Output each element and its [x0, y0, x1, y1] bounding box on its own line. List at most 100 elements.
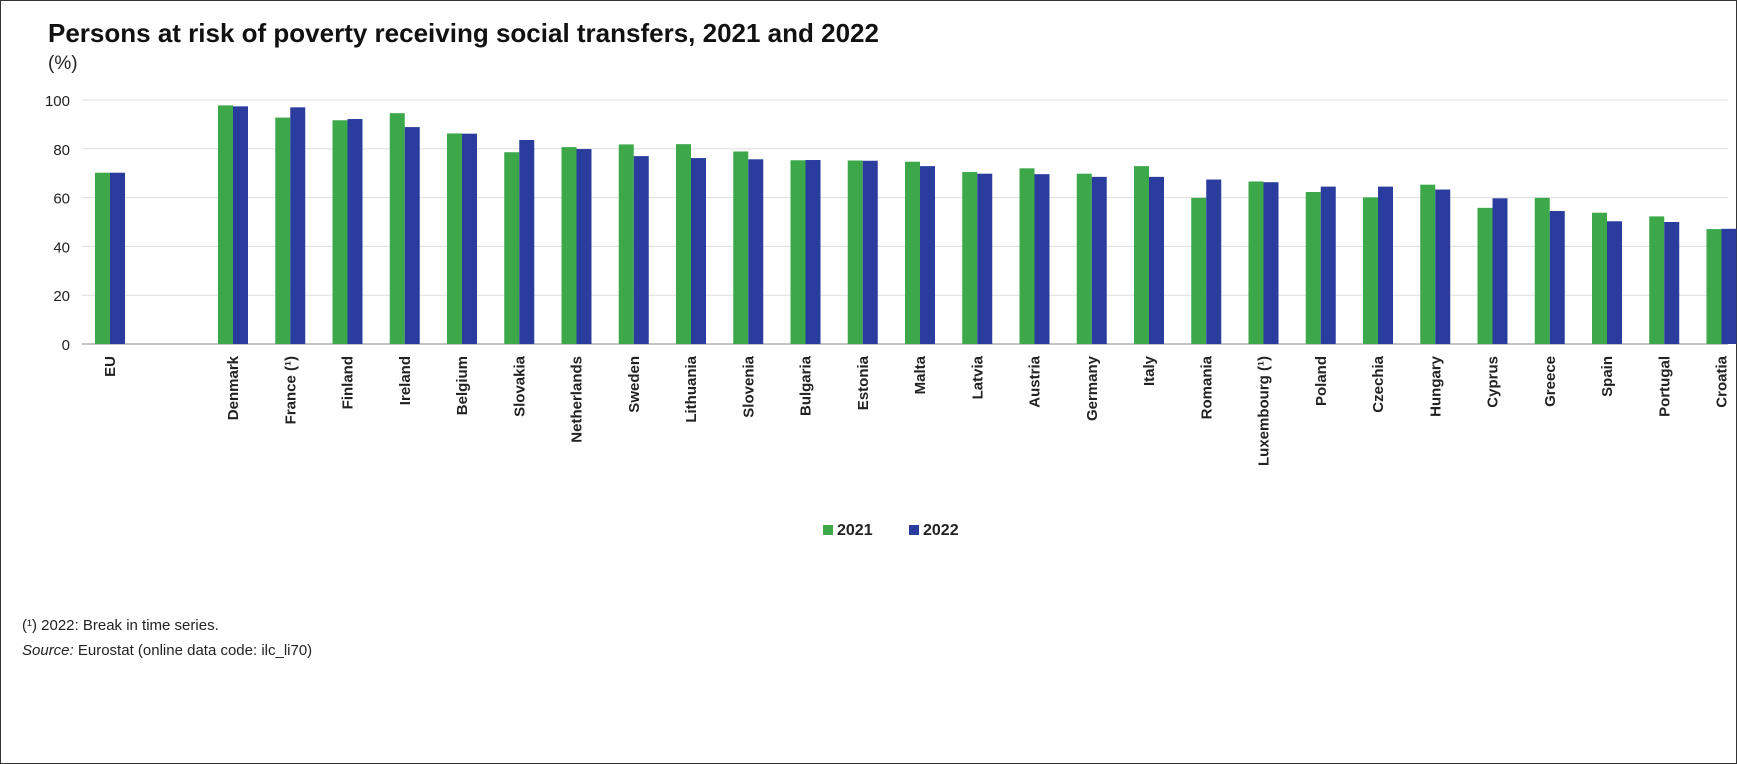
- bar-2022: [805, 160, 821, 344]
- bar-2022: [977, 173, 993, 344]
- bar-chart: 0 20 40 60 80 100 EU Denmark France (¹) Finland Ir…: [45, 93, 1737, 539]
- bar-2021: [733, 151, 749, 344]
- bar-2021: [847, 160, 863, 344]
- x-tick-label: Belgium: [454, 356, 471, 415]
- x-tick-label: Bulgaria: [798, 355, 815, 416]
- bar-2021: [389, 113, 405, 345]
- bar-2021: [905, 161, 920, 344]
- bar-2021: [504, 152, 520, 344]
- bar-2022: [1320, 186, 1336, 344]
- source-note: Source: Eurostat (online data code: ilc_…: [22, 642, 312, 659]
- bar-2022: [1149, 176, 1164, 344]
- bar-2021: [618, 144, 634, 344]
- source-label: Source:: [22, 642, 74, 659]
- x-tick-label: Malta: [912, 355, 929, 394]
- x-tick-label: Ireland: [397, 356, 414, 405]
- bar-2021: [275, 117, 291, 345]
- bar-2022: [347, 119, 363, 344]
- bar-2021: [1134, 166, 1149, 344]
- bar-2022: [1607, 221, 1622, 344]
- bar-2021: [1019, 168, 1035, 344]
- y-tick-label: 60: [53, 191, 70, 208]
- bar-2021: [1305, 191, 1321, 344]
- legend-label-2021: 2021: [837, 522, 873, 539]
- x-tick-label: Germany: [1084, 355, 1101, 421]
- bar-2021: [1420, 184, 1436, 344]
- bar-2022: [862, 160, 878, 344]
- bar-2022: [233, 106, 248, 345]
- x-tick-label: Estonia: [855, 355, 872, 410]
- bar-2021: [1534, 197, 1550, 344]
- bar-2022: [1378, 186, 1393, 344]
- bar-2021: [676, 144, 691, 344]
- x-tick-label: Austria: [1027, 355, 1044, 407]
- chart-title: Persons at risk of poverty receiving soc…: [48, 18, 879, 48]
- bar-2021: [1477, 207, 1493, 344]
- bar-2022: [576, 149, 592, 344]
- x-tick-label: Hungary: [1427, 355, 1444, 417]
- y-tick-label: 20: [53, 288, 70, 305]
- x-tick-label: Sweden: [626, 356, 643, 413]
- x-tick-label: Poland: [1313, 356, 1330, 406]
- bar-2021: [1706, 229, 1722, 344]
- x-tick-label: Lithuania: [683, 355, 700, 422]
- y-tick-label: 80: [53, 142, 70, 159]
- legend-swatch-2022: [909, 525, 919, 535]
- footnote: (¹) 2022: Break in time series.: [22, 617, 219, 634]
- bar-2022: [691, 158, 706, 344]
- bar-2022: [633, 156, 649, 344]
- x-tick-label: Romania: [1198, 355, 1215, 419]
- bar-2022: [1034, 174, 1050, 344]
- bar-2021: [1649, 216, 1665, 344]
- bar-2021: [1592, 212, 1607, 344]
- bar-2022: [1549, 211, 1565, 344]
- legend-swatch-2021: [823, 525, 833, 535]
- x-tick-label: Luxembourg (¹): [1256, 356, 1273, 466]
- x-tick-label: Slovenia: [740, 355, 757, 417]
- x-tick-label: Czechia: [1370, 355, 1387, 412]
- bar-2021: [1363, 197, 1378, 344]
- source-text: Eurostat (online data code: ilc_li70): [73, 642, 313, 659]
- x-tick-label: Finland: [340, 356, 357, 409]
- x-tick-label: EU: [102, 356, 119, 377]
- bar-2021: [561, 147, 577, 344]
- x-tick-label: Latvia: [969, 355, 986, 399]
- legend-label-2022: 2022: [923, 522, 959, 539]
- x-tick-label: Portugal: [1656, 356, 1673, 417]
- bar-2021: [790, 160, 806, 344]
- bar-2022: [1721, 228, 1737, 344]
- bar-2022: [290, 107, 306, 344]
- x-tick-label: Italy: [1141, 355, 1158, 386]
- y-tick-label: 100: [45, 93, 70, 110]
- bar-2022: [1492, 198, 1508, 344]
- x-tick-label: Greece: [1542, 356, 1559, 407]
- x-tick-label: France (¹): [282, 356, 299, 424]
- unit-label: (%): [48, 53, 78, 74]
- y-tick-label: 40: [53, 239, 70, 256]
- bar-2022: [1206, 179, 1222, 344]
- x-tick-label: Croatia: [1714, 355, 1731, 407]
- x-tick-label: Denmark: [225, 355, 242, 420]
- bar-2022: [1664, 222, 1680, 344]
- bar-2022: [1435, 189, 1451, 344]
- x-tick-label: Slovakia: [511, 355, 528, 417]
- x-tick-label: Spain: [1599, 356, 1616, 397]
- bar-2021: [447, 133, 462, 344]
- bar-2022: [1263, 182, 1279, 344]
- bar-2022: [748, 159, 764, 344]
- bar-2022: [462, 133, 477, 344]
- bar-2022: [404, 127, 420, 344]
- bar-2022: [110, 172, 125, 344]
- bar-2021: [95, 172, 110, 344]
- bar-2021: [962, 171, 978, 344]
- x-tick-label: Netherlands: [569, 356, 586, 443]
- y-tick-label: 0: [62, 337, 70, 354]
- bar-2021: [1248, 181, 1264, 344]
- bar-2021: [1076, 173, 1092, 344]
- bar-2022: [519, 140, 535, 344]
- bar-2021: [332, 120, 348, 344]
- bar-2022: [920, 166, 935, 344]
- bar-2022: [1091, 176, 1107, 344]
- bar-2021: [1191, 197, 1207, 344]
- x-tick-label: Cyprus: [1485, 356, 1502, 408]
